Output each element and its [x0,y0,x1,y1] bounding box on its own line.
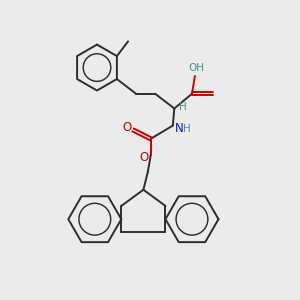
Text: N: N [175,122,184,135]
Text: H: H [179,102,186,112]
Text: OH: OH [188,63,204,73]
Text: O: O [122,121,131,134]
Text: O: O [140,151,149,164]
Text: H: H [183,124,191,134]
